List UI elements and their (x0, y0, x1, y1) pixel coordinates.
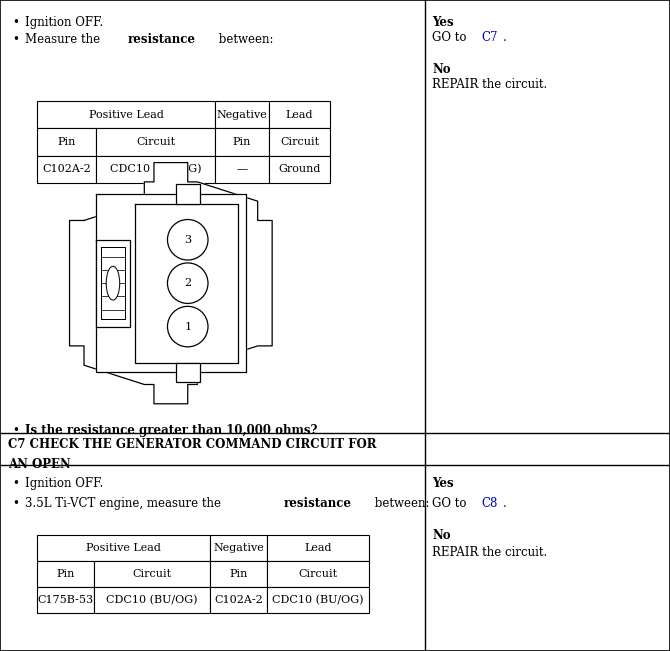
Text: Positive Lead: Positive Lead (86, 543, 161, 553)
Polygon shape (176, 184, 200, 204)
Text: Circuit: Circuit (299, 569, 338, 579)
Polygon shape (101, 247, 125, 320)
Bar (94, 561, 210, 587)
Text: CDC10 (BU/OG): CDC10 (BU/OG) (110, 164, 201, 174)
Text: —: — (237, 164, 247, 174)
Text: Yes: Yes (432, 477, 454, 490)
Text: between:: between: (215, 33, 273, 46)
Text: resistance: resistance (283, 497, 351, 510)
Text: No: No (432, 529, 451, 542)
Text: C8: C8 (482, 497, 498, 510)
Bar (37, 128, 96, 156)
Text: Pin: Pin (229, 569, 248, 579)
Text: •: • (12, 477, 19, 490)
Text: Negative: Negative (213, 543, 264, 553)
Bar (267, 587, 369, 613)
Text: Circuit: Circuit (133, 569, 172, 579)
Bar (215, 156, 269, 183)
Text: Ground: Ground (278, 164, 321, 174)
Text: REPAIR the circuit.: REPAIR the circuit. (432, 78, 547, 91)
Bar (37, 587, 94, 613)
Text: •: • (12, 424, 19, 437)
Text: REPAIR the circuit.: REPAIR the circuit. (432, 546, 547, 559)
Text: •: • (12, 16, 19, 29)
Bar (96, 128, 215, 156)
Bar (37, 101, 215, 128)
Text: CDC10 (BU/OG): CDC10 (BU/OG) (107, 595, 198, 605)
Bar (269, 156, 330, 183)
Text: C102A-2: C102A-2 (214, 595, 263, 605)
Text: resistance: resistance (127, 33, 195, 46)
Bar (96, 156, 215, 183)
Text: C7: C7 (482, 31, 498, 44)
Polygon shape (176, 363, 200, 382)
Text: Negative: Negative (216, 109, 267, 120)
Polygon shape (96, 194, 246, 372)
Text: Ignition OFF.: Ignition OFF. (25, 477, 104, 490)
Bar (215, 128, 269, 156)
Text: C175B-53: C175B-53 (38, 595, 94, 605)
Ellipse shape (168, 263, 208, 303)
Bar (210, 535, 267, 561)
Text: between:: between: (371, 497, 429, 510)
Bar (267, 561, 369, 587)
Text: AN OPEN: AN OPEN (8, 458, 71, 471)
Bar (215, 101, 269, 128)
Polygon shape (135, 204, 239, 363)
Bar (210, 587, 267, 613)
Text: 1: 1 (184, 322, 192, 331)
Text: .: . (502, 31, 507, 44)
Bar (37, 561, 94, 587)
Text: Pin: Pin (57, 137, 76, 147)
Text: Circuit: Circuit (280, 137, 319, 147)
Bar (267, 535, 369, 561)
Text: 3: 3 (184, 235, 192, 245)
Polygon shape (70, 163, 272, 404)
Text: Yes: Yes (432, 16, 454, 29)
Polygon shape (96, 240, 130, 327)
Text: C7 CHECK THE GENERATOR COMMAND CIRCUIT FOR: C7 CHECK THE GENERATOR COMMAND CIRCUIT F… (8, 438, 377, 451)
Text: Circuit: Circuit (136, 137, 175, 147)
Text: GO to: GO to (432, 497, 470, 510)
Bar (37, 535, 210, 561)
Text: 3.5L Ti-VCT engine, measure the: 3.5L Ti-VCT engine, measure the (25, 497, 225, 510)
Text: Lead: Lead (285, 109, 314, 120)
Text: Pin: Pin (232, 137, 251, 147)
Text: CDC10 (BU/OG): CDC10 (BU/OG) (273, 595, 364, 605)
Text: No: No (432, 63, 451, 76)
Text: 2: 2 (184, 278, 192, 288)
Text: •: • (12, 497, 19, 510)
Ellipse shape (168, 307, 208, 347)
Text: C102A-2: C102A-2 (42, 164, 90, 174)
Text: Measure the: Measure the (25, 33, 105, 46)
Text: Positive Lead: Positive Lead (88, 109, 163, 120)
Text: Ignition OFF.: Ignition OFF. (25, 16, 104, 29)
Bar (37, 156, 96, 183)
Bar (210, 561, 267, 587)
Ellipse shape (107, 266, 120, 300)
Ellipse shape (168, 219, 208, 260)
Bar (94, 587, 210, 613)
Text: GO to: GO to (432, 31, 470, 44)
Bar (269, 128, 330, 156)
Text: .: . (502, 497, 507, 510)
Bar (269, 101, 330, 128)
Text: •: • (12, 33, 19, 46)
Text: Lead: Lead (304, 543, 332, 553)
Text: Is the resistance greater than 10,000 ohms?: Is the resistance greater than 10,000 oh… (25, 424, 318, 437)
Text: Pin: Pin (56, 569, 75, 579)
